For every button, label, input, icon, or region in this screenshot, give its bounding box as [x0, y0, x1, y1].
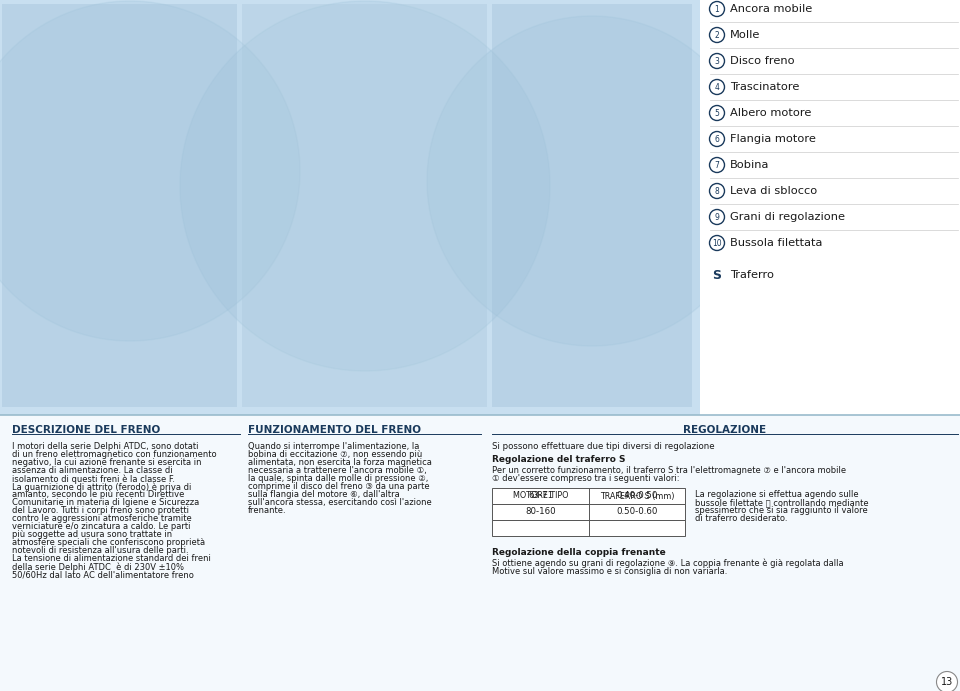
Text: DESCRIZIONE DEL FRENO: DESCRIZIONE DEL FRENO — [12, 425, 160, 435]
Circle shape — [709, 131, 725, 146]
Text: 9: 9 — [714, 213, 719, 222]
Text: Quando si interrompe l'alimentazione, la: Quando si interrompe l'alimentazione, la — [248, 442, 420, 451]
Text: 13: 13 — [941, 677, 953, 687]
Text: 4: 4 — [714, 82, 719, 91]
Text: atmosfere speciali che conferiscono proprietà: atmosfere speciali che conferiscono prop… — [12, 538, 205, 547]
Text: 10: 10 — [712, 238, 722, 247]
Bar — [492, 520, 685, 536]
Text: Trascinatore: Trascinatore — [730, 82, 800, 92]
Text: la quale, spinta dalle molle di pressione ②,: la quale, spinta dalle molle di pression… — [248, 474, 428, 483]
Text: Motive sul valore massimo e si consiglia di non variarla.: Motive sul valore massimo e si consiglia… — [492, 567, 728, 576]
Circle shape — [0, 1, 300, 341]
Text: 0.40-0.50: 0.40-0.50 — [616, 491, 658, 500]
Text: sulla flangia del motore ⑥, dall'altra: sulla flangia del motore ⑥, dall'altra — [248, 490, 399, 499]
Text: Per un corretto funzionamento, il traferro S tra l'elettromagnete ⑦ e l'ancora m: Per un corretto funzionamento, il trafer… — [492, 466, 846, 475]
Text: 50/60Hz dal lato AC dell'alimentatore freno: 50/60Hz dal lato AC dell'alimentatore fr… — [12, 570, 194, 579]
Circle shape — [709, 1, 725, 17]
Text: 8: 8 — [714, 187, 719, 196]
Text: Regolazione del traferro S: Regolazione del traferro S — [492, 455, 626, 464]
Text: sull'ancora stessa, esercitando così l'azione: sull'ancora stessa, esercitando così l'a… — [248, 498, 432, 507]
Bar — [242, 4, 487, 407]
Text: 0.50-0.60: 0.50-0.60 — [616, 507, 658, 516]
Text: Disco freno: Disco freno — [730, 56, 795, 66]
Text: notevoli di resistenza all'usura delle parti.: notevoli di resistenza all'usura delle p… — [12, 546, 188, 555]
Text: isolamento di questi freni è la classe F.: isolamento di questi freni è la classe F… — [12, 474, 175, 484]
Text: 6: 6 — [714, 135, 719, 144]
Text: di un freno elettromagnetico con funzionamento: di un freno elettromagnetico con funzion… — [12, 450, 217, 459]
Text: del Lavoro. Tutti i corpi freno sono protetti: del Lavoro. Tutti i corpi freno sono pro… — [12, 506, 189, 515]
Text: La tensione di alimentazione standard dei freni: La tensione di alimentazione standard de… — [12, 554, 211, 563]
Text: 7: 7 — [714, 160, 719, 169]
Text: La regolazione si effettua agendo sulle: La regolazione si effettua agendo sulle — [695, 490, 858, 499]
Text: comprime il disco del freno ③ da una parte: comprime il disco del freno ③ da una par… — [248, 482, 430, 491]
Text: ① dev'essere compreso tra i seguenti valori:: ① dev'essere compreso tra i seguenti val… — [492, 474, 680, 483]
Text: frenante.: frenante. — [248, 506, 287, 515]
Text: amianto, secondo le più recenti Direttive: amianto, secondo le più recenti Direttiv… — [12, 490, 184, 499]
Text: S: S — [712, 269, 722, 281]
Text: alimentata, non esercita la forza magnetica: alimentata, non esercita la forza magnet… — [248, 458, 432, 467]
Text: La guarnizione di attrito (ferodo) è priva di: La guarnizione di attrito (ferodo) è pri… — [12, 482, 191, 491]
Bar — [2, 4, 237, 407]
Text: contro le aggressioni atmosferiche tramite: contro le aggressioni atmosferiche trami… — [12, 514, 192, 523]
Text: 3: 3 — [714, 57, 719, 66]
Text: Flangia motore: Flangia motore — [730, 134, 816, 144]
Circle shape — [709, 53, 725, 68]
Bar — [492, 504, 685, 520]
Text: Regolazione della coppia frenante: Regolazione della coppia frenante — [492, 548, 665, 557]
Circle shape — [709, 184, 725, 198]
Text: bobina di eccitazione ⑦, non essendo più: bobina di eccitazione ⑦, non essendo più — [248, 450, 422, 459]
Text: I motori della serie Delphi ATDC, sono dotati: I motori della serie Delphi ATDC, sono d… — [12, 442, 199, 451]
Text: più soggette ad usura sono trattate in: più soggette ad usura sono trattate in — [12, 530, 172, 539]
Text: Bussola filettata: Bussola filettata — [730, 238, 823, 248]
Text: Si ottiene agendo su grani di regolazione ⑨. La coppia frenante è già regolata d: Si ottiene agendo su grani di regolazion… — [492, 559, 844, 569]
Text: della serie Delphi ATDC  è di 230V ±10%: della serie Delphi ATDC è di 230V ±10% — [12, 562, 184, 571]
Circle shape — [709, 209, 725, 225]
Bar — [700, 0, 960, 415]
Text: assenza di alimentazione. La classe di: assenza di alimentazione. La classe di — [12, 466, 173, 475]
Bar — [492, 4, 692, 407]
Text: 63-71: 63-71 — [528, 491, 553, 500]
Circle shape — [709, 158, 725, 173]
Bar — [492, 488, 685, 504]
Text: MOTORE TIPO: MOTORE TIPO — [513, 491, 568, 500]
Text: Molle: Molle — [730, 30, 760, 40]
Text: 2: 2 — [714, 30, 719, 39]
Text: spessimetro che si sia raggiunto il valore: spessimetro che si sia raggiunto il valo… — [695, 506, 868, 515]
Text: FUNZIONAMENTO DEL FRENO: FUNZIONAMENTO DEL FRENO — [248, 425, 421, 435]
Circle shape — [937, 672, 957, 691]
Text: bussole filettate ⓾ controllando mediante: bussole filettate ⓾ controllando mediant… — [695, 498, 869, 507]
Circle shape — [709, 236, 725, 251]
Text: verniciature e/o zincatura a caldo. Le parti: verniciature e/o zincatura a caldo. Le p… — [12, 522, 190, 531]
Circle shape — [709, 106, 725, 120]
Bar — [0, 0, 960, 415]
Text: 5: 5 — [714, 108, 719, 117]
Text: TRAFERRO S (mm): TRAFERRO S (mm) — [600, 491, 674, 500]
Circle shape — [709, 79, 725, 95]
Text: Traferro: Traferro — [730, 270, 774, 280]
Text: Grani di regolazione: Grani di regolazione — [730, 212, 845, 222]
Text: Comunitarie in materia di Igiene e Sicurezza: Comunitarie in materia di Igiene e Sicur… — [12, 498, 200, 507]
Text: Bobina: Bobina — [730, 160, 769, 170]
Text: di traferro desiderato.: di traferro desiderato. — [695, 514, 787, 523]
Text: REGOLAZIONE: REGOLAZIONE — [684, 425, 767, 435]
Text: negativo, la cui azione frenante si esercita in: negativo, la cui azione frenante si eser… — [12, 458, 202, 467]
Text: Ancora mobile: Ancora mobile — [730, 4, 812, 14]
Circle shape — [427, 16, 757, 346]
Circle shape — [180, 1, 550, 371]
Text: necessaria a trattenere l'ancora mobile ①,: necessaria a trattenere l'ancora mobile … — [248, 466, 427, 475]
Text: 80-160: 80-160 — [525, 507, 556, 516]
Text: Si possono effettuare due tipi diversi di regolazione: Si possono effettuare due tipi diversi d… — [492, 442, 714, 451]
Circle shape — [709, 28, 725, 43]
Text: Leva di sblocco: Leva di sblocco — [730, 186, 817, 196]
Text: 1: 1 — [714, 5, 719, 14]
Text: Albero motore: Albero motore — [730, 108, 811, 118]
Bar — [0, 415, 960, 691]
